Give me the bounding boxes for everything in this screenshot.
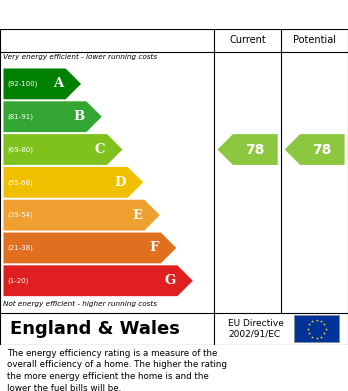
Polygon shape [218,134,278,165]
Text: B: B [73,110,85,123]
Text: (55-68): (55-68) [8,179,33,186]
Polygon shape [285,134,345,165]
Text: The energy efficiency rating is a measure of the
overall efficiency of a home. T: The energy efficiency rating is a measur… [7,348,227,391]
Text: Very energy efficient - lower running costs: Very energy efficient - lower running co… [3,54,158,59]
Text: G: G [164,274,176,287]
Text: England & Wales: England & Wales [10,320,180,338]
Text: (1-20): (1-20) [8,278,29,284]
Text: (81-91): (81-91) [8,113,34,120]
Bar [294,316,339,342]
Text: Not energy efficient - higher running costs: Not energy efficient - higher running co… [3,301,158,307]
Text: Energy Efficiency Rating: Energy Efficiency Rating [9,7,211,22]
Text: (21-38): (21-38) [8,245,33,251]
Polygon shape [3,134,122,165]
Text: EU Directive
2002/91/EC: EU Directive 2002/91/EC [228,319,284,339]
Polygon shape [3,233,176,264]
Polygon shape [3,167,143,198]
Text: 78: 78 [246,142,265,156]
Polygon shape [3,200,160,231]
Text: 78: 78 [313,142,332,156]
Text: E: E [133,209,143,222]
Polygon shape [3,68,81,99]
Text: C: C [95,143,105,156]
Text: A: A [54,77,64,90]
Text: D: D [114,176,126,189]
Text: (69-80): (69-80) [8,146,34,153]
Text: F: F [150,242,159,255]
Text: Potential: Potential [293,35,336,45]
Text: (39-54): (39-54) [8,212,33,219]
Polygon shape [3,265,193,296]
Text: (92-100): (92-100) [8,81,38,87]
Text: Current: Current [229,35,266,45]
Polygon shape [3,101,102,132]
